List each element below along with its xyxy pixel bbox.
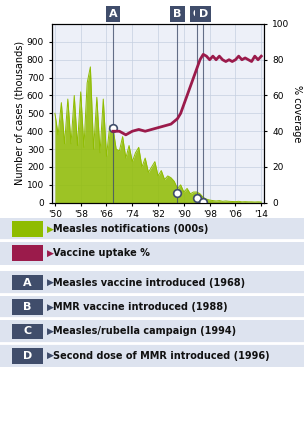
X-axis label: Year: Year xyxy=(146,221,171,234)
Y-axis label: % coverage: % coverage xyxy=(292,85,302,142)
Text: A: A xyxy=(109,9,117,19)
Text: C: C xyxy=(193,9,201,19)
Text: ▶: ▶ xyxy=(47,327,54,336)
Text: B: B xyxy=(23,302,32,312)
Text: B: B xyxy=(173,9,181,19)
Y-axis label: Number of cases (thousands): Number of cases (thousands) xyxy=(14,41,24,185)
Text: ▶: ▶ xyxy=(47,303,54,311)
Text: Measles vaccine introduced (1968): Measles vaccine introduced (1968) xyxy=(53,278,245,287)
Text: A: A xyxy=(23,278,32,287)
Text: Second dose of MMR introduced (1996): Second dose of MMR introduced (1996) xyxy=(53,351,270,361)
Text: Measles/rubella campaign (1994): Measles/rubella campaign (1994) xyxy=(53,327,236,336)
Text: D: D xyxy=(199,9,208,19)
Text: Vaccine uptake %: Vaccine uptake % xyxy=(53,249,150,258)
Text: Measles notifications (000s): Measles notifications (000s) xyxy=(53,224,209,234)
Text: MMR vaccine introduced (1988): MMR vaccine introduced (1988) xyxy=(53,302,228,312)
Text: ▶: ▶ xyxy=(47,225,54,233)
Text: ▶: ▶ xyxy=(47,278,54,287)
Text: D: D xyxy=(23,351,32,361)
Text: ▶: ▶ xyxy=(47,351,54,360)
Text: ▶: ▶ xyxy=(47,249,54,258)
Text: C: C xyxy=(23,327,31,336)
